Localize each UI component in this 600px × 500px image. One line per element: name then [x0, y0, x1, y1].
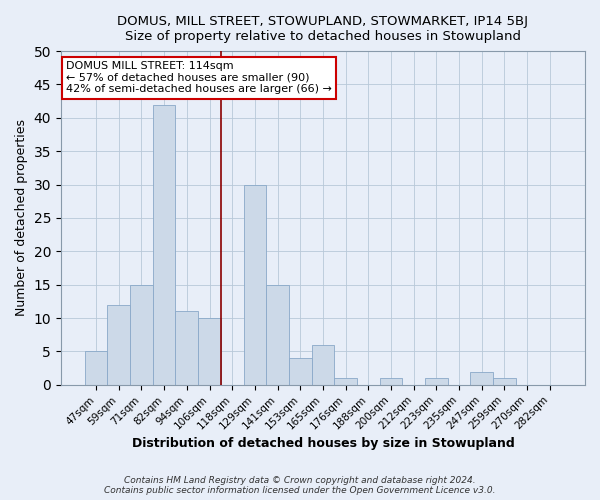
Bar — [107, 305, 130, 385]
Bar — [334, 378, 357, 385]
X-axis label: Distribution of detached houses by size in Stowupland: Distribution of detached houses by size … — [131, 437, 514, 450]
Bar — [198, 318, 221, 385]
Bar — [266, 284, 289, 385]
Text: DOMUS MILL STREET: 114sqm
← 57% of detached houses are smaller (90)
42% of semi-: DOMUS MILL STREET: 114sqm ← 57% of detac… — [66, 61, 332, 94]
Bar — [130, 284, 153, 385]
Bar — [311, 345, 334, 385]
Bar — [380, 378, 403, 385]
Bar — [244, 184, 266, 385]
Bar — [289, 358, 311, 385]
Text: Contains HM Land Registry data © Crown copyright and database right 2024.
Contai: Contains HM Land Registry data © Crown c… — [104, 476, 496, 495]
Bar — [493, 378, 516, 385]
Y-axis label: Number of detached properties: Number of detached properties — [15, 120, 28, 316]
Title: DOMUS, MILL STREET, STOWUPLAND, STOWMARKET, IP14 5BJ
Size of property relative t: DOMUS, MILL STREET, STOWUPLAND, STOWMARK… — [118, 15, 529, 43]
Bar — [85, 352, 107, 385]
Bar — [425, 378, 448, 385]
Bar — [470, 372, 493, 385]
Bar — [175, 312, 198, 385]
Bar — [153, 104, 175, 385]
